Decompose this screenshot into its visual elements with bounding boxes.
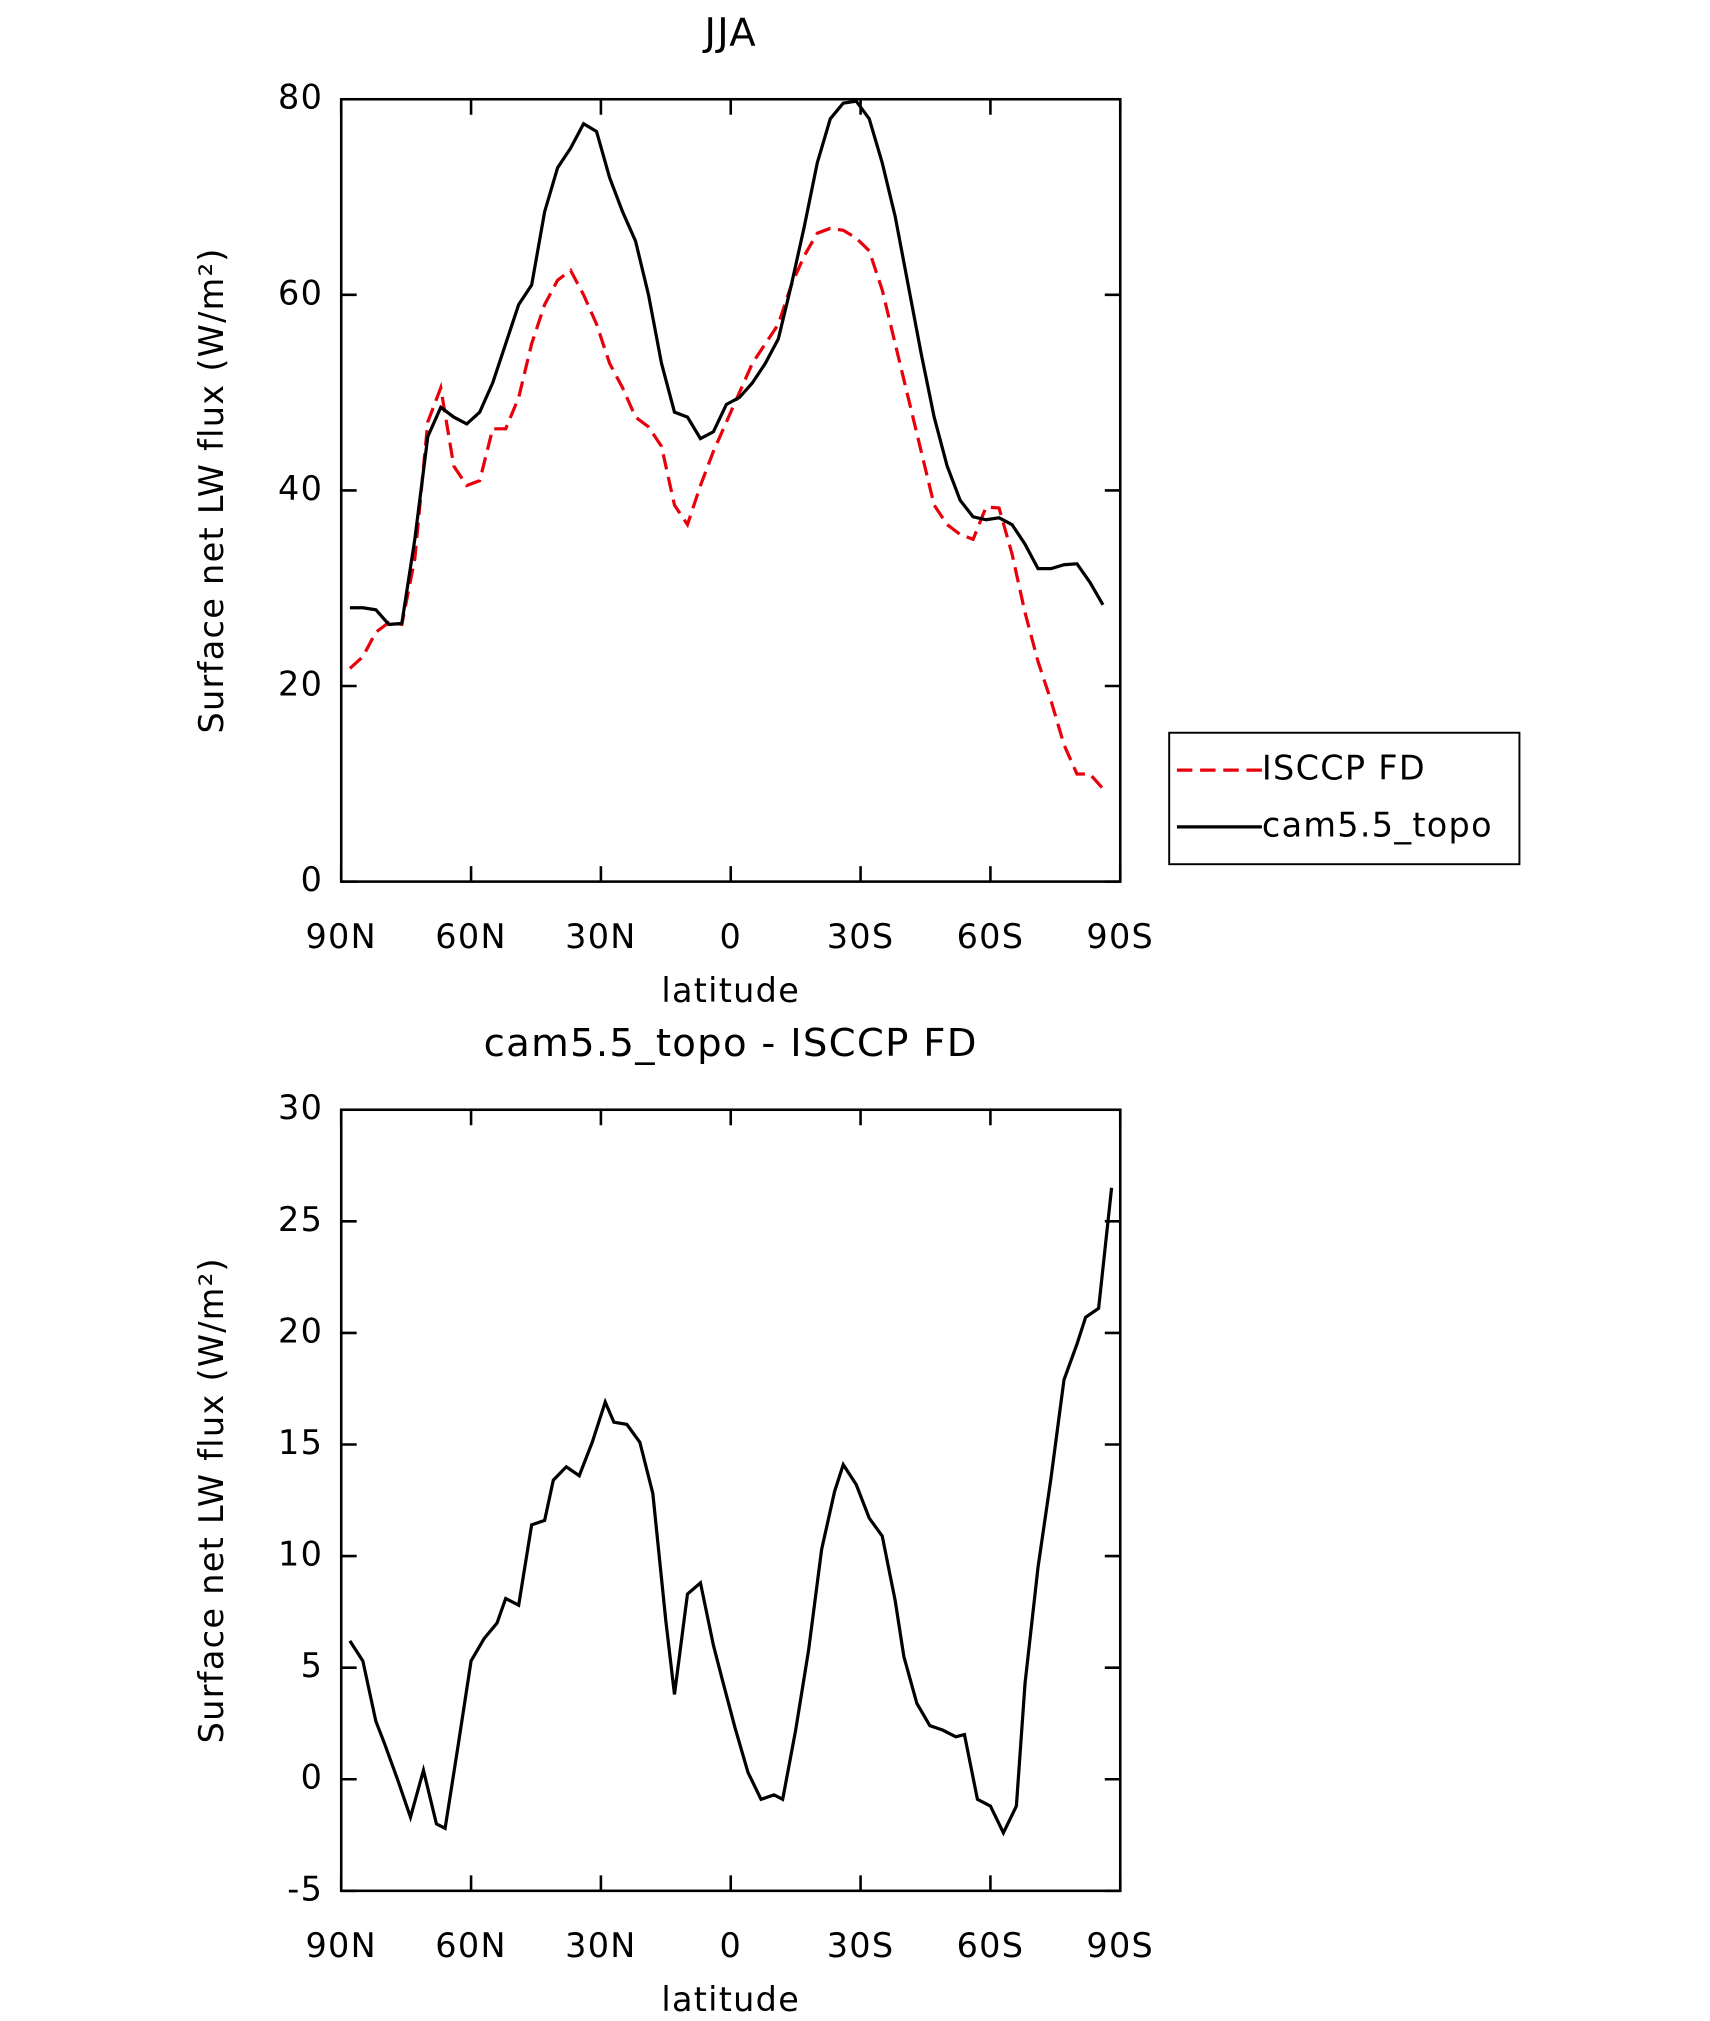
y-tick-label: 30	[278, 1088, 323, 1127]
x-tick-label: 90N	[305, 917, 376, 956]
y-tick-label: 80	[278, 78, 323, 117]
data-line	[348, 1187, 1114, 1837]
y-tick-label: 20	[278, 665, 323, 704]
y-tick-label: 15	[278, 1423, 323, 1462]
chart-title: cam5.5_topo - ISCCP FD	[484, 1021, 978, 1066]
x-tick-label: 30S	[827, 917, 895, 956]
y-tick-label: 10	[278, 1535, 323, 1574]
x-tick-label: 30S	[827, 1926, 895, 1965]
x-tick-label: 90N	[305, 1926, 376, 1965]
legend-label: ISCCP FD	[1262, 749, 1426, 788]
x-tick-label: 30N	[565, 917, 636, 956]
y-tick-label: 0	[301, 860, 324, 899]
x-tick-label: 60S	[957, 1926, 1025, 1965]
y-tick-label: 25	[278, 1200, 323, 1239]
y-axis-label: Surface net LW flux (W/m²)	[192, 247, 231, 733]
chart-title: JJA	[703, 10, 757, 55]
x-tick-label: 60S	[957, 917, 1025, 956]
y-tick-label: 20	[278, 1311, 323, 1350]
y-tick-label: 5	[301, 1646, 324, 1685]
y-tick-label: 0	[301, 1758, 324, 1797]
legend-label: cam5.5_topo	[1262, 805, 1493, 844]
x-tick-label: 90S	[1086, 1926, 1154, 1965]
x-axis-label: latitude	[661, 1980, 800, 2019]
legend-box	[1168, 731, 1521, 866]
data-line	[349, 99, 1105, 627]
x-tick-label: 60N	[435, 917, 506, 956]
x-tick-label: 30N	[565, 1926, 636, 1965]
x-tick-label: 0	[719, 1926, 742, 1965]
data-line	[348, 226, 1105, 790]
plot-frame	[339, 97, 1122, 883]
x-axis-label: latitude	[661, 971, 800, 1010]
y-tick-label: -5	[287, 1869, 323, 1908]
plot-frame	[339, 1108, 1122, 1893]
x-tick-label: 0	[719, 917, 742, 956]
x-tick-label: 90S	[1086, 917, 1154, 956]
y-tick-label: 40	[278, 469, 323, 508]
x-tick-label: 60N	[435, 1926, 506, 1965]
y-axis-label: Surface net LW flux (W/m²)	[192, 1257, 231, 1743]
y-tick-label: 60	[278, 273, 323, 312]
